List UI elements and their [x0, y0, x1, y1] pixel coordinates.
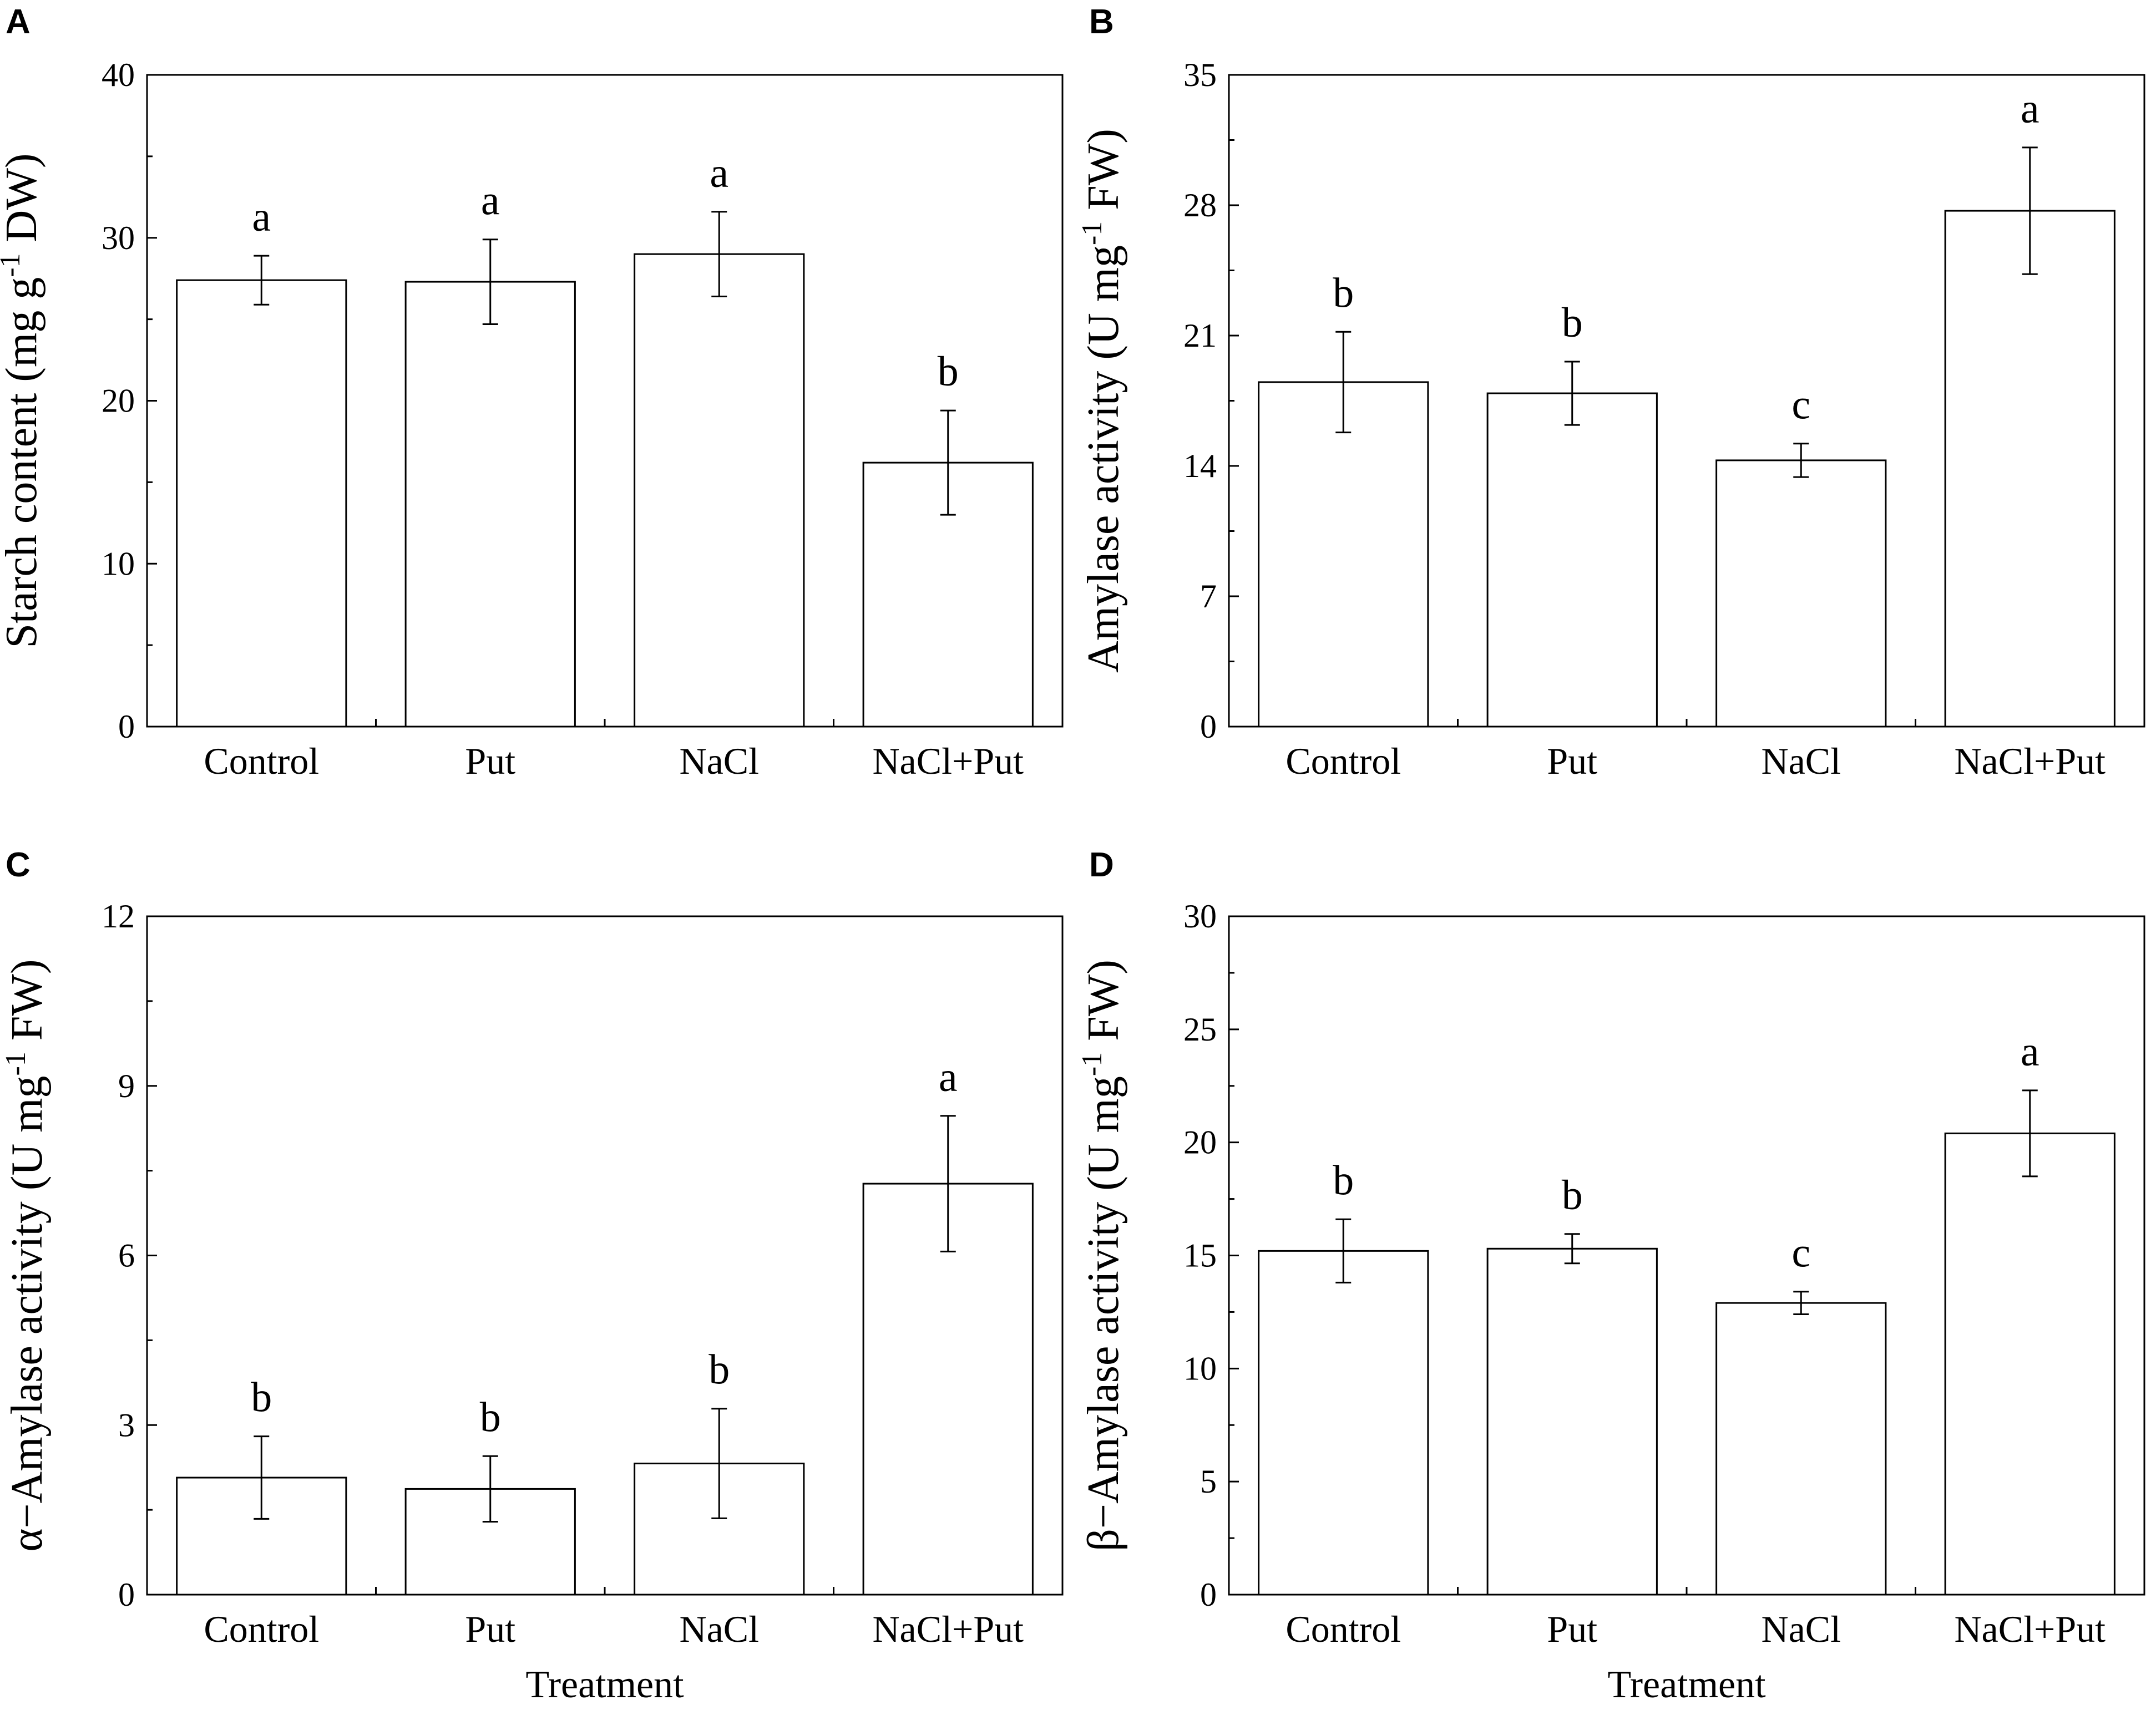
y-tick-label: 7 [1200, 578, 1217, 615]
y-tick-label: 0 [1200, 1576, 1217, 1613]
category-label: Put [1547, 740, 1597, 782]
y-axis-title: β−Amylase activity (U mg-1 FW) [1076, 960, 1128, 1551]
category-label: Control [204, 740, 319, 782]
y-tick-label: 30 [1183, 898, 1217, 935]
significance-letter: b [1333, 1157, 1354, 1204]
y-tick-label: 21 [1183, 317, 1217, 354]
category-label: Control [1285, 1608, 1401, 1650]
y-tick-label: 35 [1183, 57, 1217, 93]
bar-control [1258, 1250, 1429, 1596]
category-label: Control [1285, 740, 1401, 782]
y-tick-label: 30 [102, 220, 135, 256]
y-tick-label: 6 [118, 1237, 135, 1274]
significance-letter: b [1562, 1172, 1583, 1219]
bar-nacl [1715, 1302, 1887, 1596]
bar-put [1486, 392, 1658, 728]
y-tick-label: 25 [1183, 1011, 1217, 1048]
panel-letter: D [1089, 846, 1114, 884]
y-tick-label: 20 [102, 383, 135, 419]
y-tick-label: 12 [102, 898, 135, 935]
y-tick-label: 3 [118, 1407, 135, 1443]
category-label: NaCl+Put [872, 1608, 1024, 1650]
category-label: Put [1547, 1608, 1597, 1650]
panel-letter: B [1089, 3, 1114, 41]
panel-b: B 0 7 14 21 28 35 b Control b Put c NaCl a NaCl+Put Amy… [1076, 3, 2145, 782]
bar-put [404, 281, 576, 728]
y-tick-label: 15 [1183, 1237, 1217, 1274]
x-axis-title: Treatment [525, 1663, 684, 1706]
y-axis-title: Starch content (mg g-1 DW) [0, 154, 46, 648]
y-tick-label: 0 [1200, 708, 1217, 745]
y-tick-label: 0 [118, 708, 135, 745]
significance-letter: a [481, 177, 500, 224]
significance-letter: a [939, 1054, 958, 1100]
significance-letter: b [251, 1374, 272, 1421]
significance-letter: b [708, 1347, 730, 1393]
category-label: NaCl+Put [872, 740, 1024, 782]
category-label: Put [465, 740, 515, 782]
significance-letter: b [480, 1394, 501, 1440]
y-tick-label: 28 [1183, 187, 1217, 224]
panel-letter: A [6, 3, 31, 41]
significance-letter: a [2021, 85, 2039, 132]
significance-letter: a [710, 150, 728, 196]
y-tick-label: 10 [102, 545, 135, 582]
significance-letter: a [252, 194, 271, 240]
significance-letter: b [1562, 300, 1583, 346]
y-tick-label: 14 [1183, 448, 1217, 484]
significance-letter: a [2021, 1028, 2039, 1075]
panel-c: C 0 3 6 9 12 b Control b Put b NaCl a NaCl+Put α−Amyla… [0, 846, 1064, 1706]
y-tick-label: 10 [1183, 1350, 1217, 1387]
panel-d: D 0 5 10 15 20 25 30 b Control b Put c NaCl a NaCl+Put β… [1076, 846, 2145, 1706]
significance-letter: c [1791, 1230, 1810, 1276]
bar-nacl-put [1944, 210, 2115, 728]
y-tick-label: 0 [118, 1576, 135, 1613]
y-axis-title: α−Amylase activity (U mg-1 FW) [0, 960, 52, 1552]
category-label: NaCl+Put [1954, 1608, 2106, 1650]
bar-nacl [1715, 459, 1887, 728]
y-axis-title: Amylase activity (U mg-1 FW) [1076, 129, 1128, 673]
bar-nacl [634, 253, 805, 728]
bar-control [1258, 381, 1429, 728]
category-label: NaCl [1761, 740, 1841, 782]
y-tick-label: 20 [1183, 1124, 1217, 1161]
panel-a: A 0 10 20 30 40 a Control a Put a NaCl b NaCl+Put Star… [0, 3, 1064, 782]
panel-letter: C [6, 846, 31, 884]
significance-letter: b [938, 348, 959, 395]
bar-control [176, 279, 347, 728]
significance-letter: b [1333, 270, 1354, 316]
significance-letter: c [1791, 382, 1810, 428]
category-label: Control [204, 1608, 319, 1650]
category-label: NaCl [679, 740, 759, 782]
category-label: Put [465, 1608, 515, 1650]
bar-put [1486, 1247, 1658, 1596]
category-label: NaCl [679, 1608, 759, 1650]
x-axis-title: Treatment [1607, 1663, 1766, 1706]
bar-nacl-put [1944, 1132, 2115, 1596]
y-tick-label: 5 [1200, 1463, 1217, 1500]
y-tick-label: 40 [102, 57, 135, 93]
category-label: NaCl [1761, 1608, 1841, 1650]
category-label: NaCl+Put [1954, 740, 2106, 782]
y-tick-label: 9 [118, 1068, 135, 1104]
